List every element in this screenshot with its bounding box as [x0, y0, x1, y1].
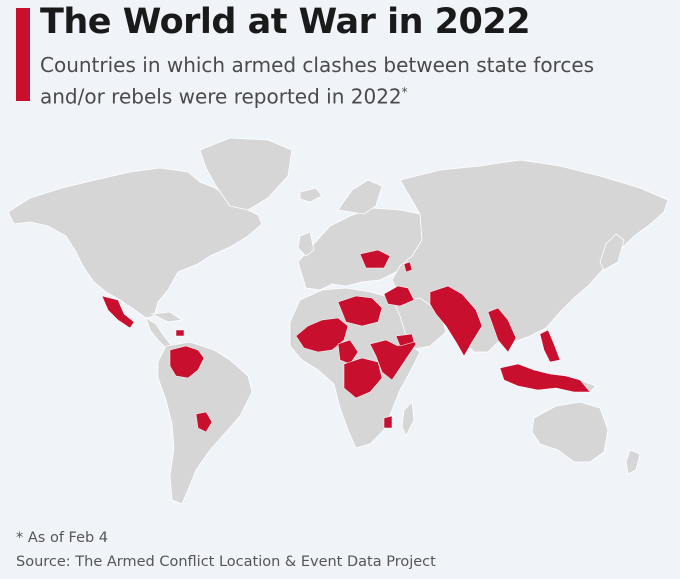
page-subtitle: Countries in which armed clashes between… — [40, 52, 640, 111]
afghanistan-pakistan-india-conflict — [429, 285, 483, 357]
mexico-conflict — [101, 295, 135, 329]
conflict-countries — [101, 249, 591, 433]
colombia-venezuela-conflict — [169, 345, 205, 379]
source-note: Source: The Armed Conflict Location & Ev… — [16, 554, 436, 570]
paraguay-conflict — [195, 411, 213, 433]
world-map — [7, 137, 669, 505]
azerbaijan-conflict — [403, 261, 413, 273]
cameroon-chad-conflict — [337, 339, 359, 365]
syria-iraq-conflict — [383, 285, 415, 307]
libya-egypt-conflict — [337, 295, 383, 327]
page-title: The World at War in 2022 — [40, 2, 531, 42]
indonesia-conflict — [499, 363, 591, 393]
subtitle-footnote-mark: * — [401, 85, 408, 99]
new-zealand — [625, 449, 641, 475]
central-america — [145, 317, 173, 351]
greenland — [199, 137, 293, 211]
mozambique-conflict — [383, 415, 393, 429]
sahel-conflict — [295, 317, 349, 353]
japan — [599, 233, 625, 271]
great-britain — [297, 231, 315, 257]
horn-of-africa-conflict — [369, 335, 417, 381]
scandinavia — [337, 179, 383, 215]
subtitle-text: Countries in which armed clashes between… — [40, 53, 595, 109]
ukraine-conflict — [359, 249, 391, 269]
haiti-conflict — [175, 329, 185, 337]
cuba — [150, 311, 184, 323]
sudan-car-drc-conflict — [343, 357, 383, 399]
australia — [531, 401, 609, 463]
myanmar-thailand-conflict — [487, 307, 517, 353]
yemen-conflict — [395, 333, 415, 347]
north-america — [7, 167, 263, 319]
madagascar — [401, 401, 415, 437]
footnote: * As of Feb 4 — [16, 530, 109, 546]
accent-bar — [16, 8, 30, 101]
philippines-conflict — [539, 329, 561, 363]
iceland — [299, 187, 323, 203]
